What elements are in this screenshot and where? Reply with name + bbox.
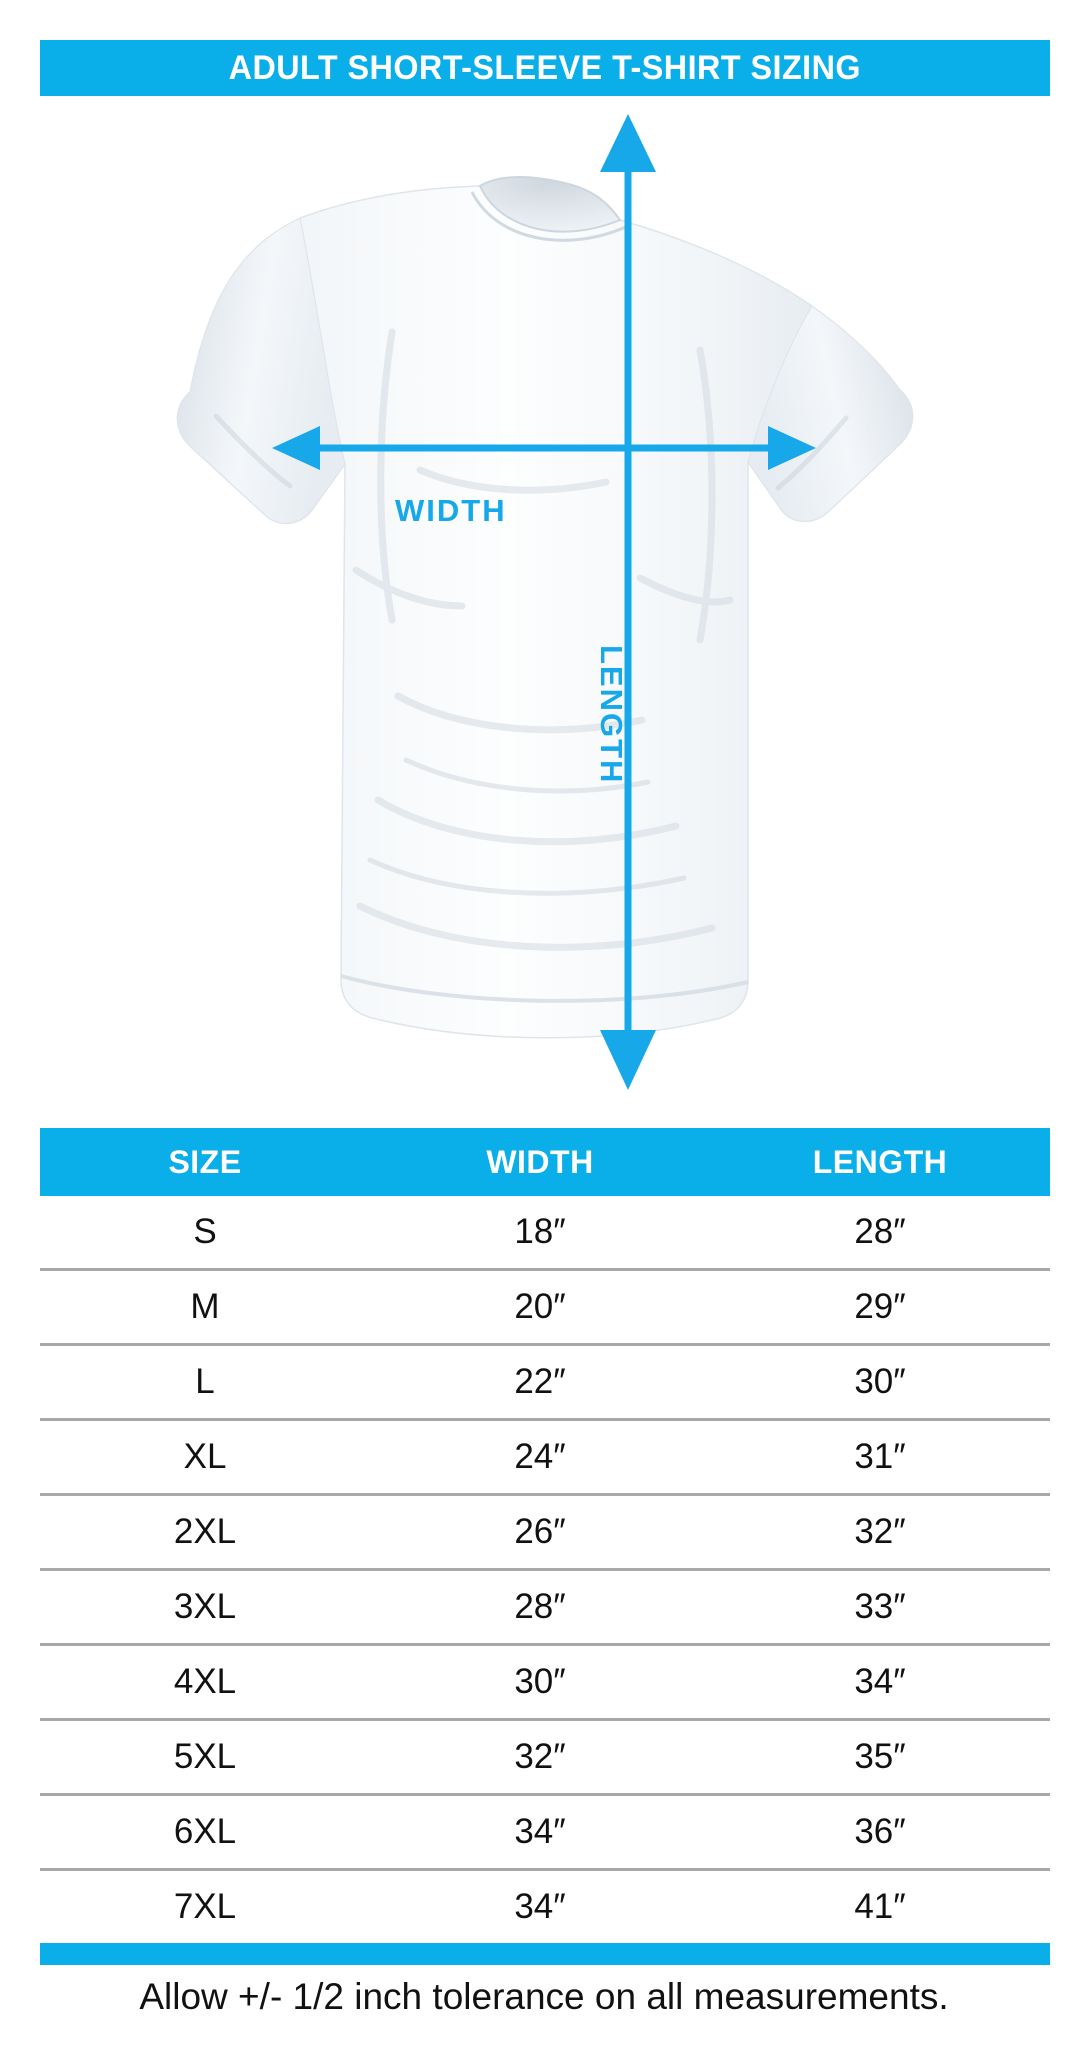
column-header-length: LENGTH	[812, 1143, 948, 1180]
cell-width: 34″	[514, 1812, 566, 1851]
table-row: 7XL 34″ 41″	[40, 1871, 1050, 1943]
cell-size: 2XL	[173, 1512, 237, 1551]
table-header-row: SIZE WIDTH LENGTH	[40, 1128, 1050, 1196]
table-row: 6XL 34″ 36″	[40, 1796, 1050, 1871]
cell-length: 28″	[854, 1212, 906, 1251]
cell-size: M	[190, 1287, 220, 1326]
cell-size: 4XL	[173, 1662, 237, 1701]
cell-size: 5XL	[173, 1737, 237, 1776]
cell-length: 35″	[854, 1737, 906, 1776]
footer-divider-bar	[40, 1943, 1050, 1965]
cell-size: 6XL	[173, 1812, 237, 1851]
sizing-table: SIZE WIDTH LENGTH S 18″ 28″ M 20″ 29″ L …	[40, 1128, 1050, 1943]
cell-width: 30″	[514, 1662, 566, 1701]
cell-length: 32″	[854, 1512, 906, 1551]
cell-width: 24″	[514, 1437, 566, 1476]
shirt-collar	[478, 176, 622, 233]
cell-width: 18″	[514, 1212, 566, 1251]
table-row: 4XL 30″ 34″	[40, 1646, 1050, 1721]
table-row: 5XL 32″ 35″	[40, 1721, 1050, 1796]
cell-size: XL	[183, 1437, 227, 1476]
shirt-illustration: WIDTH LENGTH	[0, 100, 1088, 1120]
length-label: LENGTH	[594, 645, 629, 785]
tshirt-photo-graphic	[176, 176, 914, 1039]
shirt-hem	[340, 974, 749, 1003]
cell-length: 41″	[854, 1887, 906, 1926]
cell-width: 26″	[514, 1512, 566, 1551]
cell-size: 7XL	[173, 1887, 237, 1926]
cell-size: L	[195, 1362, 215, 1401]
width-label: WIDTH	[395, 493, 507, 528]
table-row: L 22″ 30″	[40, 1346, 1050, 1421]
cell-width: 28″	[514, 1587, 566, 1626]
table-row: M 20″ 29″	[40, 1271, 1050, 1346]
cell-length: 36″	[854, 1812, 906, 1851]
cell-width: 22″	[514, 1362, 566, 1401]
cell-size: 3XL	[173, 1587, 237, 1626]
cell-length: 31″	[854, 1437, 906, 1476]
fabric-folds	[352, 328, 734, 951]
table-row: XL 24″ 31″	[40, 1421, 1050, 1496]
cell-width: 34″	[514, 1887, 566, 1926]
cell-width: 32″	[514, 1737, 566, 1776]
cell-length: 29″	[854, 1287, 906, 1326]
cell-size: S	[193, 1212, 217, 1251]
page-title: ADULT SHORT-SLEEVE T-SHIRT SIZING	[228, 48, 862, 87]
table-row: S 18″ 28″	[40, 1196, 1050, 1271]
collar-seam	[470, 191, 629, 242]
tolerance-note: Allow +/- 1/2 inch tolerance on all meas…	[139, 1976, 949, 2017]
cell-length: 33″	[854, 1587, 906, 1626]
cell-length: 30″	[854, 1362, 906, 1401]
column-header-size: SIZE	[168, 1143, 242, 1180]
table-row: 3XL 28″ 33″	[40, 1571, 1050, 1646]
column-header-width: WIDTH	[486, 1143, 594, 1180]
title-bar: ADULT SHORT-SLEEVE T-SHIRT SIZING	[40, 40, 1050, 96]
table-row: 2XL 26″ 32″	[40, 1496, 1050, 1571]
cell-width: 20″	[514, 1287, 566, 1326]
cell-length: 34″	[854, 1662, 906, 1701]
